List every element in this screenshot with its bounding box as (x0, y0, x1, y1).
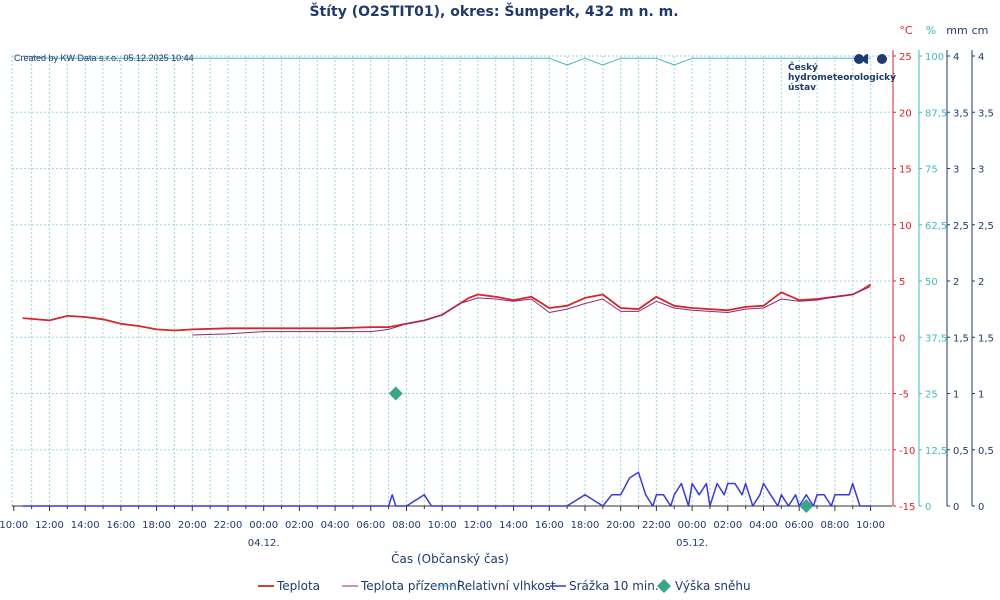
x-tick-label: 10:00 (0, 520, 28, 531)
credit-text: Created by KW Data s.r.o., 05.12.2025 10… (14, 53, 194, 63)
x-tick-label: 10:00 (856, 520, 885, 531)
legend-entry-label[interactable]: Relativní vlhkost (457, 579, 556, 593)
organization-name-line: hydrometeorologický (788, 73, 896, 83)
precip-tick-label: 2 (953, 277, 959, 288)
organization-name-line: ústav (788, 83, 816, 93)
x-tick-label: 14:00 (71, 520, 100, 531)
x-tick-label: 04:00 (749, 520, 778, 531)
logo-dot-icon (854, 54, 864, 64)
logo-half-icon (863, 54, 868, 64)
humidity-tick-label: 50 (925, 277, 938, 288)
x-axis-label: Čas (Občanský čas) (391, 551, 509, 566)
x-tick-label: 22:00 (642, 520, 671, 531)
precip-tick-label: 1 (953, 390, 959, 401)
x-tick-label: 18:00 (571, 520, 600, 531)
precip-tick-label: 0 (953, 502, 959, 513)
x-tick-label: 08:00 (392, 520, 421, 531)
temperature-tick-label: 15 (899, 165, 912, 176)
chart-title: Štíty (O2STIT01), okres: Šumperk, 432 m … (309, 2, 678, 20)
snow-tick-label: 1,5 (978, 333, 994, 344)
snow-tick-label: 4 (978, 52, 984, 63)
snow-depth-marker (388, 386, 403, 401)
temperature-tick-label: -5 (899, 390, 909, 401)
x-tick-label: 00:00 (249, 520, 278, 531)
precip-tick-label: 3 (953, 165, 959, 176)
snow-tick-label: 1 (978, 390, 984, 401)
temperature-tick-label: 25 (899, 52, 912, 63)
x-tick-label: 16:00 (106, 520, 135, 531)
snow-tick-label: 0 (978, 502, 984, 513)
legend-entry-label[interactable]: Srážka 10 min. (569, 579, 659, 593)
humidity-tick-label: 62,5 (925, 221, 947, 232)
legend-swatch-icon (657, 579, 671, 593)
x-tick-label: 14:00 (499, 520, 528, 531)
snow-tick-label: 0,5 (978, 446, 994, 457)
temperature-tick-label: 5 (899, 277, 905, 288)
series-line-3 (22, 471, 871, 507)
temperature-tick-label: 20 (899, 108, 912, 119)
temperature-tick-label: 10 (899, 221, 912, 232)
temperature-tick-label: -10 (899, 446, 915, 457)
x-tick-label: 00:00 (678, 520, 707, 531)
x-tick-label: 02:00 (285, 520, 314, 531)
x-tick-label: 12:00 (35, 520, 64, 531)
date-label: 05.12. (676, 538, 708, 549)
x-tick-label: 18:00 (142, 520, 171, 531)
precip-tick-label: 3,5 (953, 108, 969, 119)
organization-name-line: Český (788, 61, 818, 73)
x-tick-label: 20:00 (178, 520, 207, 531)
x-tick-label: 22:00 (214, 520, 243, 531)
snow-depth-marker (799, 499, 814, 513)
precip-tick-label: 2,5 (953, 221, 969, 232)
snow-unit-label: cm (972, 24, 989, 37)
series-line-2 (22, 55, 871, 66)
snow-tick-label: 2 (978, 277, 984, 288)
x-tick-label: 16:00 (535, 520, 564, 531)
legend-entry-label[interactable]: Výška sněhu (675, 579, 751, 593)
humidity-tick-label: 0 (925, 502, 931, 513)
date-label: 04.12. (248, 538, 280, 549)
temperature-unit-label: °C (899, 24, 913, 37)
x-tick-label: 02:00 (713, 520, 742, 531)
precip-tick-label: 4 (953, 52, 959, 63)
snow-tick-label: 2,5 (978, 221, 994, 232)
x-tick-label: 10:00 (428, 520, 457, 531)
humidity-tick-label: 12,5 (925, 446, 947, 457)
precip-tick-label: 0,5 (953, 446, 969, 457)
legend-entry-label[interactable]: Teplota (276, 579, 320, 593)
series-line-1 (192, 286, 871, 336)
humidity-unit-label: % (926, 24, 936, 37)
logo-dot-icon (877, 54, 887, 64)
precip-unit-label: mm (946, 24, 967, 37)
temperature-tick-label: 0 (899, 333, 905, 344)
x-tick-label: 20:00 (606, 520, 635, 531)
x-tick-label: 06:00 (356, 520, 385, 531)
snow-tick-label: 3 (978, 165, 984, 176)
snow-tick-label: 3,5 (978, 108, 994, 119)
humidity-tick-label: 25 (925, 390, 938, 401)
humidity-tick-label: 87,5 (925, 108, 947, 119)
x-tick-label: 04:00 (321, 520, 350, 531)
x-tick-label: 12:00 (463, 520, 492, 531)
x-tick-label: 08:00 (820, 520, 849, 531)
humidity-tick-label: 37,5 (925, 333, 947, 344)
legend-entry-label[interactable]: Teplota přízemní (360, 579, 461, 593)
series-line-0 (22, 283, 872, 332)
temperature-tick-label: -15 (899, 502, 915, 513)
humidity-tick-label: 100 (925, 52, 944, 63)
precip-tick-label: 1,5 (953, 333, 969, 344)
humidity-tick-label: 75 (925, 165, 938, 176)
x-tick-label: 06:00 (785, 520, 814, 531)
